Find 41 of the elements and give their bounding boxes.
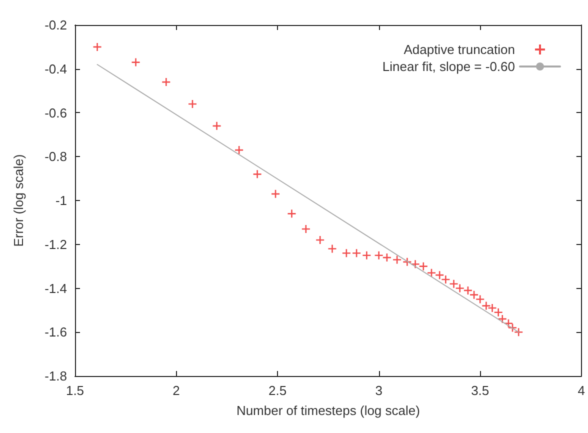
y-tick-label: -0.2 bbox=[44, 18, 67, 32]
point bbox=[188, 99, 198, 109]
y-tick-label: -0.4 bbox=[44, 61, 67, 76]
point bbox=[362, 250, 372, 260]
point bbox=[252, 170, 262, 179]
y-tick-label: -1.8 bbox=[44, 368, 67, 384]
x-axis-title: Number of timesteps (log scale) bbox=[236, 403, 420, 418]
point bbox=[301, 224, 311, 234]
x-tick-label: 2 bbox=[172, 383, 180, 398]
point bbox=[328, 244, 337, 254]
legend-label: Adaptive truncation bbox=[404, 42, 515, 57]
point bbox=[162, 77, 171, 87]
y-tick-label: -1.2 bbox=[44, 236, 67, 252]
point bbox=[234, 145, 244, 155]
x-tick-label: 3.5 bbox=[471, 383, 490, 398]
point bbox=[410, 259, 420, 269]
point bbox=[426, 268, 436, 278]
point bbox=[270, 189, 280, 199]
point bbox=[92, 42, 102, 52]
point bbox=[342, 248, 352, 258]
y-tick-label: -1.6 bbox=[44, 324, 67, 340]
point bbox=[402, 257, 412, 267]
point bbox=[287, 209, 296, 218]
x-tick-label: 1.5 bbox=[66, 383, 84, 398]
point bbox=[374, 250, 384, 260]
point bbox=[418, 262, 428, 271]
point bbox=[392, 255, 402, 264]
y-axis-title: Error (log scale) bbox=[11, 154, 26, 247]
x-tick-label: 2.5 bbox=[268, 383, 287, 398]
y-tick-label: -1.4 bbox=[44, 280, 67, 296]
y-tick-label: -1 bbox=[55, 193, 67, 208]
legend-label: Linear fit, slope = -0.60 bbox=[382, 59, 515, 74]
y-tick-label: -0.8 bbox=[44, 149, 67, 164]
point bbox=[315, 235, 325, 245]
x-tick-label: 4 bbox=[578, 383, 585, 398]
point bbox=[131, 58, 140, 67]
x-tick-label: 3 bbox=[375, 383, 382, 398]
point bbox=[382, 252, 392, 262]
y-tick-label: -0.6 bbox=[44, 105, 67, 120]
point bbox=[352, 248, 362, 258]
point bbox=[212, 121, 222, 131]
